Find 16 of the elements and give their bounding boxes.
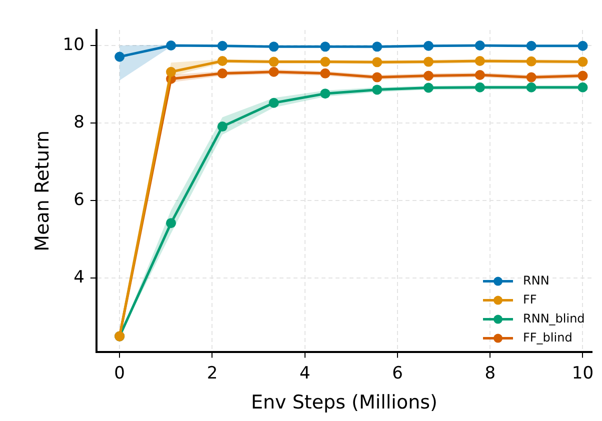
y-tick-label: 6 <box>74 190 84 210</box>
x-tick-label: 10 <box>572 363 594 384</box>
legend-label: RNN_blind <box>523 311 585 326</box>
x-tick-label: 6 <box>392 363 403 384</box>
y-tick-label: 4 <box>74 268 84 288</box>
x-tick-label: 4 <box>299 363 310 384</box>
legend-label: FF_blind <box>523 330 572 344</box>
legend-label: FF <box>523 292 537 306</box>
x-axis-title: Env Steps (Millions) <box>250 392 438 414</box>
x-tick-label: 8 <box>484 363 496 384</box>
y-axis-title: Mean Return <box>31 130 54 252</box>
y-tick-label: 8 <box>74 112 84 132</box>
x-tick-label: 0 <box>114 363 126 384</box>
x-tick-label: 2 <box>206 363 218 384</box>
y-tick-label: 10 <box>62 34 84 55</box>
legend-label: RNN <box>523 273 550 288</box>
